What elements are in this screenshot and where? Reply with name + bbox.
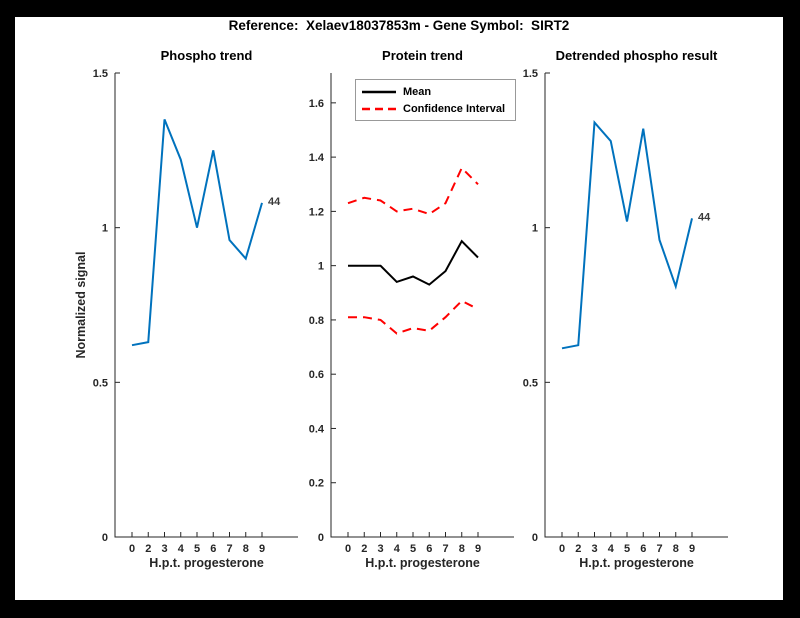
x-tick-label: 6	[210, 543, 216, 555]
x-axis-label-phospho: H.p.t. progesterone	[149, 556, 264, 570]
x-tick-label: 9	[689, 543, 695, 555]
figure-canvas: Reference: Xelaev18037853m - Gene Symbol…	[15, 17, 783, 600]
x-tick-label: 7	[442, 543, 448, 555]
x-tick-label: 8	[243, 543, 249, 555]
x-tick-label: 4	[394, 543, 401, 555]
subplot-title-protein-trend: Protein trend	[382, 48, 463, 63]
y-tick-label: 1.5	[523, 68, 538, 80]
y-tick-label: 0.2	[309, 478, 324, 490]
x-tick-label: 0	[345, 543, 351, 555]
y-tick-label: 0.5	[93, 377, 108, 389]
legend-box: Mean Confidence Interval	[355, 79, 517, 121]
x-axis-label-protein: H.p.t. progesterone	[365, 556, 480, 570]
y-tick-label: 0	[102, 532, 108, 544]
x-axis-label-detrended: H.p.t. progesterone	[579, 556, 694, 570]
y-tick-label: 0	[318, 532, 324, 544]
x-tick-label: 5	[410, 543, 416, 555]
y-tick-label: 1	[102, 223, 108, 235]
x-tick-label: 7	[226, 543, 232, 555]
x-tick-label: 3	[377, 543, 383, 555]
legend-row-confidence-interval: Confidence Interval	[362, 101, 505, 116]
series-end-label: 44	[698, 211, 711, 223]
x-tick-label: 0	[559, 543, 565, 555]
axis-spines	[330, 73, 514, 538]
x-tick-label: 4	[178, 543, 185, 555]
series-line-confidence-upper	[347, 166, 479, 216]
y-tick-label: 0.6	[309, 369, 324, 381]
legend-label-confidence-interval: Confidence Interval	[403, 102, 506, 115]
legend-label-mean: Mean	[403, 85, 432, 98]
x-tick-label: 8	[459, 543, 465, 555]
x-tick-label: 0	[129, 543, 135, 555]
y-tick-label: 0.5	[523, 377, 538, 389]
series-line-mean	[348, 239, 479, 286]
y-tick-label: 0	[532, 532, 538, 544]
y-tick-label: 1.6	[309, 98, 324, 110]
x-tick-label: 8	[673, 543, 679, 555]
subplot-title-phospho-trend: Phospho trend	[160, 48, 253, 63]
x-tick-label: 2	[361, 543, 367, 555]
legend-row-mean: Mean	[362, 84, 505, 99]
y-axis-label: Normalized signal	[74, 251, 88, 359]
x-tick-label: 5	[624, 543, 630, 555]
series-end-label: 44	[268, 196, 281, 208]
x-tick-label: 6	[640, 543, 646, 555]
x-tick-label: 3	[161, 543, 167, 555]
x-tick-label: 9	[259, 543, 265, 555]
x-tick-label: 2	[145, 543, 151, 555]
x-tick-label: 4	[608, 543, 615, 555]
y-tick-label: 1.5	[93, 68, 108, 80]
figure-title: Reference: Xelaev18037853m - Gene Symbol…	[228, 18, 570, 33]
x-tick-label: 2	[575, 543, 581, 555]
confidence-interval-line-sample	[362, 107, 396, 110]
mean-line-sample	[362, 90, 396, 93]
y-tick-label: 0.8	[309, 315, 324, 327]
subplot-title-detrended-result: Detrended phospho result	[555, 48, 718, 63]
x-tick-label: 6	[426, 543, 432, 555]
series-line-detrended-phospho-signal	[561, 120, 693, 350]
series-line-confidence-lower	[348, 299, 479, 335]
y-tick-label: 1.2	[309, 206, 324, 218]
x-tick-label: 3	[591, 543, 597, 555]
y-tick-label: 0.4	[309, 423, 325, 435]
series-line-phospho-signal	[131, 119, 263, 347]
x-tick-label: 9	[475, 543, 481, 555]
y-tick-label: 1	[318, 261, 324, 273]
y-tick-label: 1	[532, 223, 538, 235]
axis-spines	[544, 73, 728, 538]
x-tick-label: 5	[194, 543, 200, 555]
axis-spines	[114, 73, 298, 538]
x-tick-label: 7	[656, 543, 662, 555]
y-tick-label: 1.4	[309, 152, 325, 164]
